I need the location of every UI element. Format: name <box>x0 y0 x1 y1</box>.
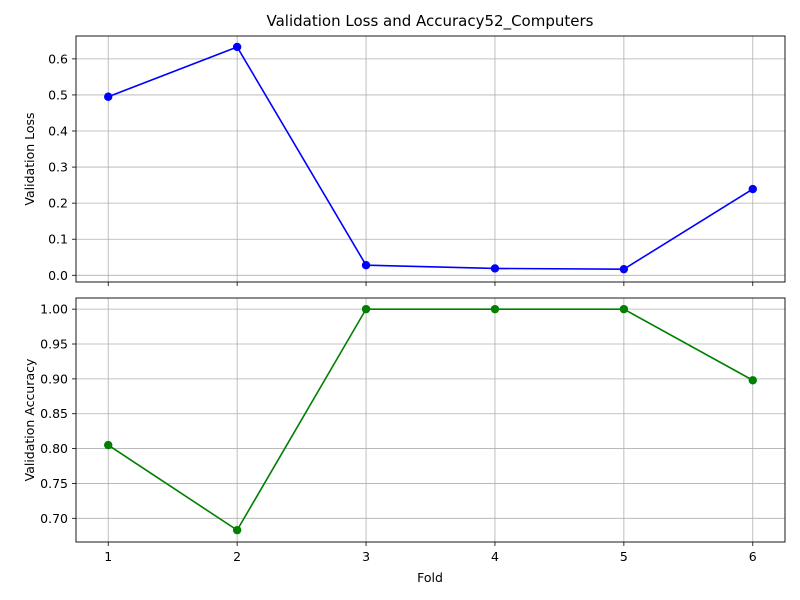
accuracy-x-tick-label: 4 <box>491 549 499 564</box>
accuracy-y-tick-label: 1.00 <box>40 302 68 317</box>
accuracy-y-tick-label: 0.95 <box>40 337 68 352</box>
loss-data-point <box>619 264 629 274</box>
accuracy-x-tick-label: 5 <box>620 549 628 564</box>
loss-axes-frame <box>75 35 786 283</box>
loss-data-point <box>232 42 242 52</box>
accuracy-panel: 1 2 3 4 5 6 0.70 0.75 0.80 0.85 0.90 0.95 1.00 Valida… <box>22 297 786 564</box>
loss-y-tick-label: 0.1 <box>48 232 68 247</box>
accuracy-axes-frame <box>75 297 786 543</box>
x-axis-label: Fold <box>417 570 443 585</box>
accuracy-x-tick-label: 2 <box>233 549 241 564</box>
accuracy-y-tick-label: 0.85 <box>40 406 68 421</box>
loss-data-point <box>104 92 113 101</box>
accuracy-data-point <box>232 525 242 535</box>
loss-panel: 0.0 0.1 0.2 0.3 0.4 0.5 0.6 Validation Loss <box>22 35 786 286</box>
loss-y-tick-label: 0.4 <box>48 124 68 139</box>
loss-y-tick-label: 0.6 <box>48 51 68 66</box>
loss-data-point <box>748 184 757 194</box>
accuracy-x-tick-label: 3 <box>362 549 370 564</box>
accuracy-y-axis-label: Validation Accuracy <box>22 358 37 481</box>
loss-y-tick-label: 0.2 <box>48 196 68 211</box>
loss-series-line <box>107 45 754 270</box>
accuracy-data-point <box>104 440 113 450</box>
loss-y-tick-label: 0.3 <box>48 160 68 175</box>
accuracy-y-tick-label: 0.75 <box>40 476 68 491</box>
loss-data-point <box>490 264 500 273</box>
loss-y-tick-label: 0.5 <box>48 87 68 102</box>
accuracy-y-tick-label: 0.70 <box>40 511 68 526</box>
accuracy-y-tick-label: 0.80 <box>40 441 68 456</box>
loss-y-axis-label: Validation Loss <box>22 112 37 205</box>
loss-data-point <box>361 260 371 270</box>
accuracy-data-point <box>490 304 500 314</box>
accuracy-y-tick-label: 0.90 <box>40 371 68 386</box>
accuracy-series-line <box>107 308 754 532</box>
accuracy-x-tick-label: 6 <box>749 549 757 564</box>
accuracy-data-point <box>619 304 629 314</box>
accuracy-data-point <box>361 304 371 314</box>
chart-title: Validation Loss and Accuracy52_Computers <box>267 12 594 31</box>
accuracy-x-tick-label: 1 <box>104 549 112 564</box>
loss-y-tick-label: 0.0 <box>48 268 68 283</box>
accuracy-data-point <box>748 376 757 385</box>
